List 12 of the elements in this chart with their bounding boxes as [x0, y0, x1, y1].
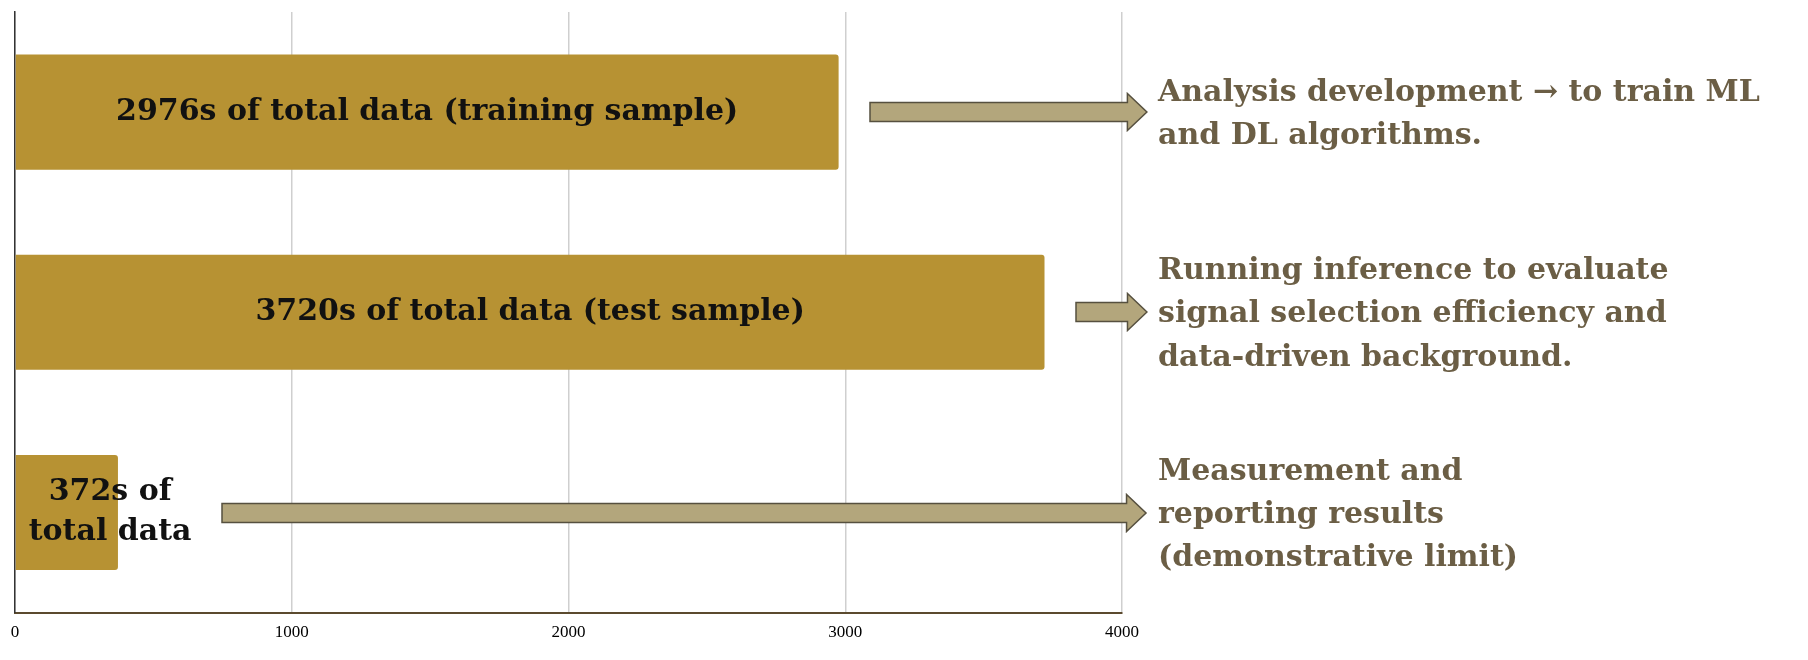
bar [15, 254, 1045, 370]
data-label: 3720s of total data (test sample) [255, 292, 805, 328]
x-tick-label: 2000 [551, 622, 586, 642]
text: Measurement and reporting results (demonstrative limit) [1158, 450, 1519, 575]
x-tick-label: 4000 [1105, 622, 1139, 642]
x-tick-label: 0 [10, 622, 20, 642]
bar [15, 54, 839, 170]
text: Analysis development → to train ML and DL algorithms. [1158, 72, 1761, 154]
data-label: 2976s of total data (training sample) [116, 91, 739, 127]
x-tick-label: 1000 [274, 622, 309, 642]
text: Running inference to evaluate signal selection efficiency and data-driven background. [1158, 250, 1670, 375]
x-tick-label: 3000 [828, 622, 863, 642]
